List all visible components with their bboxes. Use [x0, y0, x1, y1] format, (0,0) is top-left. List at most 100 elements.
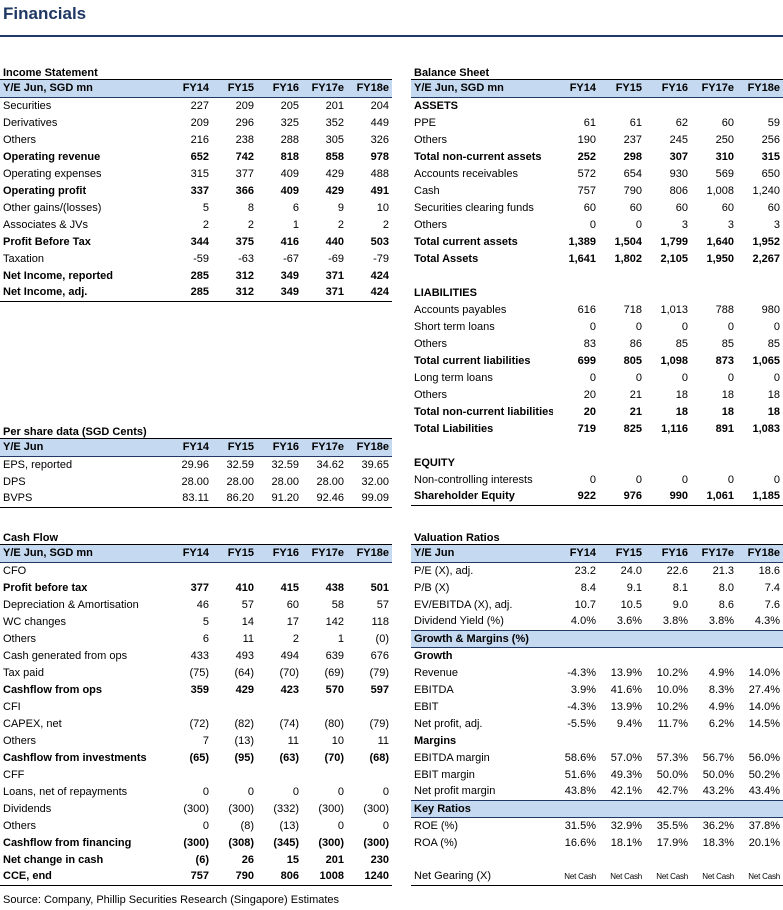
table-row: Others 190 237 245 250 256	[411, 131, 783, 148]
row-value: 9.1	[626, 581, 642, 594]
table-row: EBIT -4.3% 13.9% 10.2% 4.9% 14.0%	[411, 698, 783, 715]
row-value: (300)	[318, 836, 344, 849]
row-label: Total current assets	[414, 235, 518, 248]
table-row: Others 6 11 2 1 (0)	[0, 630, 392, 647]
column-header: FY15	[212, 439, 257, 457]
row-value	[737, 267, 783, 284]
valuation-title: Valuation Ratios	[411, 531, 783, 545]
row-value: 2	[202, 218, 209, 231]
row-value: 305	[325, 133, 344, 146]
source-note: Source: Company, Phillip Securities Rese…	[3, 894, 340, 906]
row-value: 352	[325, 116, 344, 129]
row-value: 118	[371, 615, 389, 628]
row-value: 790	[623, 184, 642, 197]
table-row: P/E (X), adj. 23.2 24.0 22.6 21.3 18.6	[411, 562, 783, 579]
row-value: 209	[235, 99, 254, 112]
row-label: EBITDA	[414, 683, 454, 696]
row-value: 493	[235, 649, 254, 662]
row-value: 491	[370, 184, 389, 197]
row-value: 28.00	[226, 475, 254, 488]
table-row: WC changes 5 14 17 142 118	[0, 613, 392, 630]
row-value: -59	[193, 252, 209, 265]
row-label: P/B (X)	[414, 581, 450, 594]
row-value: 57	[241, 598, 254, 611]
row-value: 650	[761, 167, 780, 180]
row-value: 23.2	[574, 564, 596, 577]
row-value: 62	[675, 116, 688, 129]
table-row: Accounts receivables 572 654 930 569 650	[411, 165, 783, 182]
row-value: 43.2%	[702, 785, 734, 798]
row-label	[411, 267, 553, 284]
table-row: CFF	[0, 766, 392, 783]
row-value: 3.9%	[570, 683, 596, 696]
row-value: 190	[577, 133, 596, 146]
row-value: -79	[373, 252, 389, 265]
row-value: 230	[370, 853, 389, 866]
row-value: 0	[773, 473, 780, 486]
row-value: 1240	[347, 868, 392, 886]
row-value: 298	[623, 150, 642, 163]
row-value: 11	[287, 734, 299, 747]
column-header: FY14	[553, 80, 599, 98]
row-label: Total non-current assets	[414, 150, 542, 163]
row-label: Others	[3, 734, 37, 747]
table-row: Short term loans 0 0 0 0 0	[411, 318, 783, 335]
table-row: Shareholder Equity 922 976 990 1,061 1,185	[411, 488, 783, 506]
row-value: 4.3%	[754, 615, 780, 628]
row-value: 29.96	[181, 458, 209, 471]
row-value	[553, 454, 599, 471]
row-label: EQUITY	[414, 456, 455, 469]
table-row: Profit Before Tax 344 375 416 440 503	[0, 233, 392, 250]
row-value: 3	[681, 218, 688, 231]
row-value: 4.9%	[708, 666, 734, 679]
row-value: 8.1	[672, 581, 688, 594]
row-label: Others	[414, 388, 448, 401]
row-value: 806	[257, 868, 302, 886]
table-header-row: Y/E Jun FY14 FY15 FY16 FY17e FY18e	[411, 545, 783, 563]
row-value: 429	[325, 167, 344, 180]
table-row: Total non-current liabilities 20 21 18 18 18	[411, 403, 783, 420]
row-value: 285	[167, 284, 212, 302]
row-value: 204	[370, 99, 389, 112]
row-value: 10	[376, 201, 389, 214]
table-row: Cashflow from financing (300) (308) (345) (3…	[0, 834, 392, 851]
row-value: 349	[257, 284, 302, 302]
row-value: 788	[715, 303, 734, 316]
row-value: 18	[675, 388, 688, 401]
row-value: 10.0%	[656, 683, 688, 696]
table-row: Revenue -4.3% 13.9% 10.2% 4.9% 14.0%	[411, 664, 783, 681]
row-value: 27.4%	[748, 683, 780, 696]
row-value: 1,013	[660, 303, 688, 316]
row-value: 2	[247, 218, 254, 231]
table-row: Associates & JVs 2 2 1 2 2	[0, 216, 392, 233]
cash-flow-title: Cash Flow	[0, 531, 392, 545]
column-header: Y/E Jun, SGD mn	[411, 80, 553, 98]
row-value: 2	[382, 218, 389, 231]
row-label: Other gains/(losses)	[3, 201, 102, 214]
income-statement-section: Income Statement Y/E Jun, SGD mn FY14 FY15…	[0, 66, 392, 302]
table-row: ASSETS	[411, 97, 783, 114]
row-label: Loans, net of repayments	[3, 785, 128, 798]
sub-header-row: Key Ratios	[411, 799, 783, 818]
row-value: 0	[382, 785, 389, 798]
row-value: 449	[370, 116, 389, 129]
per-share-table: Y/E Jun FY14 FY15 FY16 FY17e FY18e EPS, report…	[0, 439, 392, 508]
row-value: 35.5%	[656, 819, 688, 832]
row-value: 10.7	[574, 598, 596, 611]
cash-flow-section: Cash Flow Y/E Jun, SGD mn FY14 FY15 FY16 FY1…	[0, 531, 392, 886]
row-value: 57.3%	[656, 751, 688, 764]
row-value: 0	[773, 371, 780, 384]
row-value: 18.1%	[610, 836, 642, 849]
row-label: ROE (%)	[414, 819, 458, 832]
row-label: Accounts receivables	[414, 167, 518, 180]
row-value: 16.6%	[564, 836, 596, 849]
row-value: 37.8%	[748, 819, 780, 832]
row-value: 307	[669, 150, 688, 163]
row-value: 699	[577, 354, 596, 367]
column-header: FY17e	[302, 80, 347, 98]
row-value: 21.3	[712, 564, 734, 577]
row-label: Cashflow from financing	[3, 836, 132, 849]
row-value: 250	[715, 133, 734, 146]
row-value	[302, 698, 347, 715]
row-value	[553, 97, 599, 114]
